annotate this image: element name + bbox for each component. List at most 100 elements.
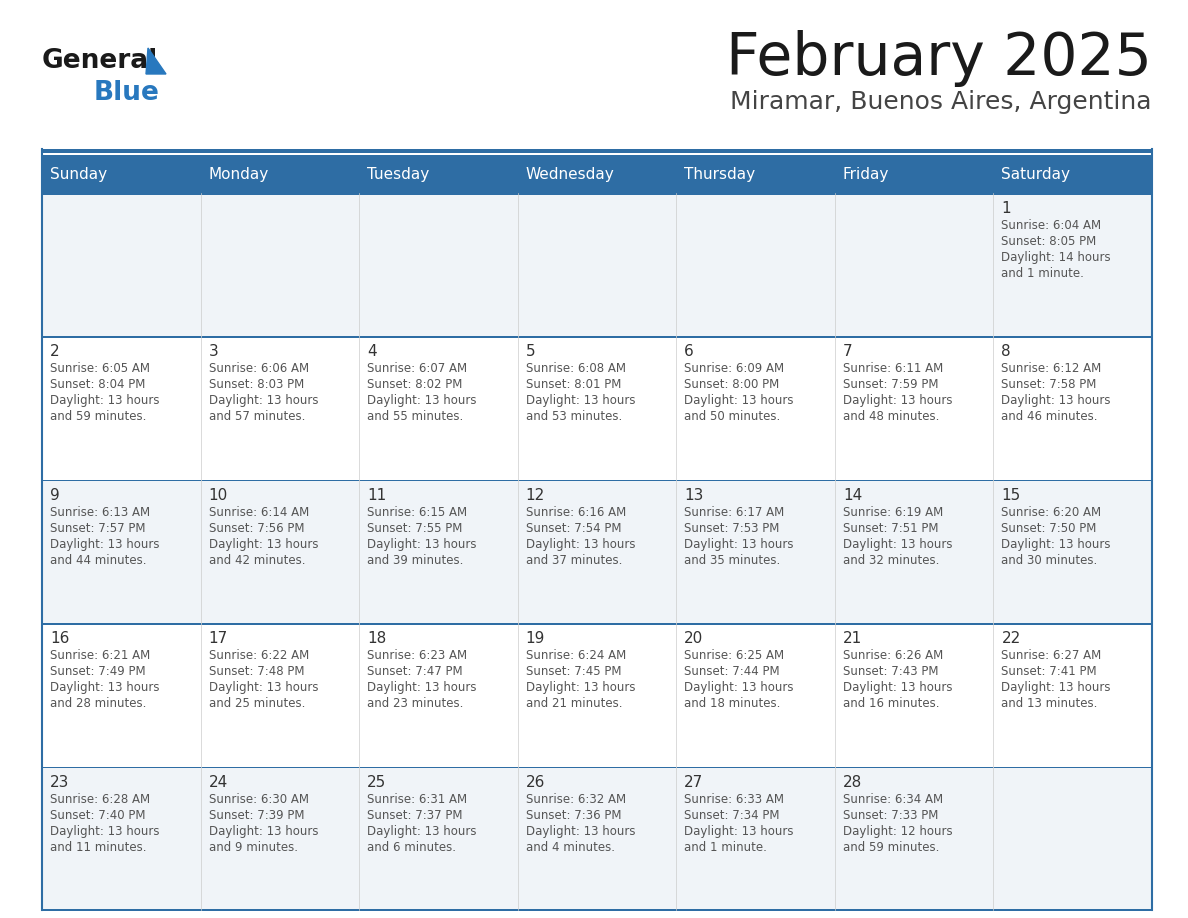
Bar [42, 193, 1152, 195]
Text: Sunrise: 6:21 AM: Sunrise: 6:21 AM [50, 649, 150, 662]
Text: and 1 minute.: and 1 minute. [1001, 267, 1085, 280]
Text: 3: 3 [209, 344, 219, 360]
Text: Daylight: 13 hours: Daylight: 13 hours [367, 395, 476, 408]
Bar [201, 767, 359, 910]
Text: Sunset: 7:58 PM: Sunset: 7:58 PM [1001, 378, 1097, 391]
Text: and 9 minutes.: and 9 minutes. [209, 841, 297, 854]
Text: 21: 21 [842, 632, 862, 646]
Bar [42, 336, 201, 480]
Text: Sunrise: 6:24 AM: Sunrise: 6:24 AM [526, 649, 626, 662]
Text: Thursday: Thursday [684, 166, 756, 182]
Text: 23: 23 [50, 775, 69, 789]
Bar [676, 155, 835, 193]
Text: Daylight: 13 hours: Daylight: 13 hours [684, 395, 794, 408]
Text: and 23 minutes.: and 23 minutes. [367, 697, 463, 711]
Bar [835, 623, 993, 767]
Text: and 16 minutes.: and 16 minutes. [842, 697, 940, 711]
Text: and 59 minutes.: and 59 minutes. [50, 410, 146, 423]
Text: Sunrise: 6:27 AM: Sunrise: 6:27 AM [1001, 649, 1101, 662]
Bar [676, 193, 835, 336]
Text: and 1 minute.: and 1 minute. [684, 841, 767, 854]
Bar [201, 193, 359, 336]
Text: Sunrise: 6:26 AM: Sunrise: 6:26 AM [842, 649, 943, 662]
Text: Daylight: 13 hours: Daylight: 13 hours [209, 538, 318, 551]
Text: 15: 15 [1001, 487, 1020, 503]
Bar [359, 336, 518, 480]
Text: and 35 minutes.: and 35 minutes. [684, 554, 781, 566]
Text: Sunset: 7:54 PM: Sunset: 7:54 PM [526, 521, 621, 535]
Bar [676, 336, 835, 480]
Text: Sunrise: 6:28 AM: Sunrise: 6:28 AM [50, 792, 150, 806]
Text: 5: 5 [526, 344, 536, 360]
Text: Daylight: 13 hours: Daylight: 13 hours [1001, 681, 1111, 694]
Text: Sunset: 7:50 PM: Sunset: 7:50 PM [1001, 521, 1097, 535]
Text: Daylight: 13 hours: Daylight: 13 hours [50, 395, 159, 408]
Text: Sunrise: 6:06 AM: Sunrise: 6:06 AM [209, 363, 309, 375]
Text: Sunrise: 6:04 AM: Sunrise: 6:04 AM [1001, 219, 1101, 232]
Bar [993, 155, 1152, 193]
Text: 12: 12 [526, 487, 545, 503]
Text: Daylight: 13 hours: Daylight: 13 hours [842, 395, 953, 408]
Text: 6: 6 [684, 344, 694, 360]
Text: Daylight: 14 hours: Daylight: 14 hours [1001, 251, 1111, 264]
Text: Sunday: Sunday [50, 166, 107, 182]
Text: Daylight: 13 hours: Daylight: 13 hours [209, 824, 318, 837]
Text: 10: 10 [209, 487, 228, 503]
Text: Sunrise: 6:22 AM: Sunrise: 6:22 AM [209, 649, 309, 662]
Bar [835, 193, 993, 336]
Text: Sunset: 7:47 PM: Sunset: 7:47 PM [367, 666, 463, 678]
Text: and 28 minutes.: and 28 minutes. [50, 697, 146, 711]
Bar [518, 623, 676, 767]
Bar [42, 767, 1152, 768]
Text: Sunset: 7:33 PM: Sunset: 7:33 PM [842, 809, 939, 822]
Bar [676, 623, 835, 767]
Text: Sunset: 7:37 PM: Sunset: 7:37 PM [367, 809, 462, 822]
Bar [359, 155, 518, 193]
Text: 16: 16 [50, 632, 69, 646]
Text: and 50 minutes.: and 50 minutes. [684, 410, 781, 423]
Text: Daylight: 13 hours: Daylight: 13 hours [526, 538, 636, 551]
Text: Sunset: 7:53 PM: Sunset: 7:53 PM [684, 521, 779, 535]
Text: and 57 minutes.: and 57 minutes. [209, 410, 305, 423]
Text: and 30 minutes.: and 30 minutes. [1001, 554, 1098, 566]
Bar [359, 767, 518, 910]
Text: 13: 13 [684, 487, 703, 503]
Text: Sunrise: 6:25 AM: Sunrise: 6:25 AM [684, 649, 784, 662]
Text: 1: 1 [1001, 201, 1011, 216]
Text: Sunset: 7:56 PM: Sunset: 7:56 PM [209, 521, 304, 535]
Bar [42, 909, 1152, 911]
Bar [835, 767, 993, 910]
Text: 19: 19 [526, 632, 545, 646]
Text: and 18 minutes.: and 18 minutes. [684, 697, 781, 711]
Bar [359, 193, 518, 336]
Text: Daylight: 13 hours: Daylight: 13 hours [842, 681, 953, 694]
Text: Sunrise: 6:32 AM: Sunrise: 6:32 AM [526, 792, 626, 806]
Text: 20: 20 [684, 632, 703, 646]
Text: Miramar, Buenos Aires, Argentina: Miramar, Buenos Aires, Argentina [731, 90, 1152, 114]
Text: 4: 4 [367, 344, 377, 360]
Text: Daylight: 13 hours: Daylight: 13 hours [526, 824, 636, 837]
Text: Sunrise: 6:34 AM: Sunrise: 6:34 AM [842, 792, 943, 806]
Text: Daylight: 12 hours: Daylight: 12 hours [842, 824, 953, 837]
Text: Sunset: 7:48 PM: Sunset: 7:48 PM [209, 666, 304, 678]
Text: Daylight: 13 hours: Daylight: 13 hours [50, 538, 159, 551]
Text: Sunrise: 6:11 AM: Sunrise: 6:11 AM [842, 363, 943, 375]
Bar [676, 480, 835, 623]
Text: Wednesday: Wednesday [526, 166, 614, 182]
Text: Daylight: 13 hours: Daylight: 13 hours [1001, 395, 1111, 408]
Text: Sunrise: 6:13 AM: Sunrise: 6:13 AM [50, 506, 150, 519]
Text: 25: 25 [367, 775, 386, 789]
Text: and 13 minutes.: and 13 minutes. [1001, 697, 1098, 711]
Bar [42, 480, 1152, 481]
Bar [201, 155, 359, 193]
Text: and 48 minutes.: and 48 minutes. [842, 410, 940, 423]
Text: Sunset: 7:59 PM: Sunset: 7:59 PM [842, 378, 939, 391]
Text: Sunrise: 6:17 AM: Sunrise: 6:17 AM [684, 506, 784, 519]
Text: Sunset: 7:57 PM: Sunset: 7:57 PM [50, 521, 145, 535]
Bar [835, 155, 993, 193]
Text: Daylight: 13 hours: Daylight: 13 hours [367, 824, 476, 837]
Text: 11: 11 [367, 487, 386, 503]
Text: Daylight: 13 hours: Daylight: 13 hours [50, 824, 159, 837]
Text: 18: 18 [367, 632, 386, 646]
Text: Daylight: 13 hours: Daylight: 13 hours [367, 538, 476, 551]
